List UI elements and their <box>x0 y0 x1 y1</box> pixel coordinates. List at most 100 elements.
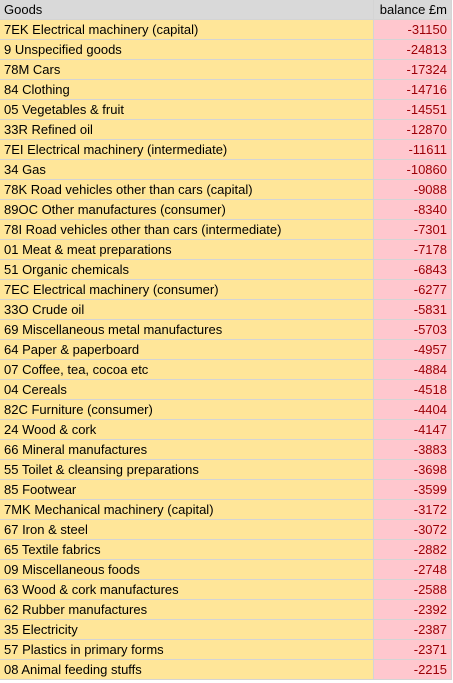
table-row: 55 Toilet & cleansing preparations -3698 <box>0 460 453 480</box>
goods-cell[interactable]: 01 Meat & meat preparations <box>0 240 374 260</box>
balance-cell[interactable]: -4884 <box>374 360 452 380</box>
goods-cell[interactable]: 33O Crude oil <box>0 300 374 320</box>
balance-cell[interactable]: -14551 <box>374 100 452 120</box>
goods-cell[interactable]: 08 Animal feeding stuffs <box>0 660 374 680</box>
balance-cell[interactable]: -12870 <box>374 120 452 140</box>
goods-cell[interactable]: 55 Toilet & cleansing preparations <box>0 460 374 480</box>
balance-cell[interactable]: -10860 <box>374 160 452 180</box>
goods-cell[interactable]: 57 Plastics in primary forms <box>0 640 374 660</box>
table-row: 07 Coffee, tea, cocoa etc -4884 <box>0 360 453 380</box>
table-row: 05 Vegetables & fruit -14551 <box>0 100 453 120</box>
balance-cell[interactable]: -11611 <box>374 140 452 160</box>
table-row: 78I Road vehicles other than cars (inter… <box>0 220 453 240</box>
goods-cell[interactable]: 84 Clothing <box>0 80 374 100</box>
table-row: 64 Paper & paperboard -4957 <box>0 340 453 360</box>
table-row: 62 Rubber manufactures -2392 <box>0 600 453 620</box>
header-cell-balance[interactable]: balance £m <box>374 0 452 20</box>
table-row: 65 Textile fabrics -2882 <box>0 540 453 560</box>
balance-cell[interactable]: -2371 <box>374 640 452 660</box>
balance-cell[interactable]: -3172 <box>374 500 452 520</box>
table-row: 33O Crude oil -5831 <box>0 300 453 320</box>
goods-cell[interactable]: 09 Miscellaneous foods <box>0 560 374 580</box>
balance-cell[interactable]: -7178 <box>374 240 452 260</box>
table-row: 85 Footwear -3599 <box>0 480 453 500</box>
table-row: 67 Iron & steel -3072 <box>0 520 453 540</box>
goods-cell[interactable]: 78M Cars <box>0 60 374 80</box>
goods-cell[interactable]: 9 Unspecified goods <box>0 40 374 60</box>
balance-cell[interactable]: -4404 <box>374 400 452 420</box>
balance-cell[interactable]: -4147 <box>374 420 452 440</box>
balance-cell[interactable]: -17324 <box>374 60 452 80</box>
goods-cell[interactable]: 51 Organic chemicals <box>0 260 374 280</box>
table-row: 7EK Electrical machinery (capital) -31150 <box>0 20 453 40</box>
balance-cell[interactable]: -2387 <box>374 620 452 640</box>
balance-cell[interactable]: -4957 <box>374 340 452 360</box>
goods-cell[interactable]: 35 Electricity <box>0 620 374 640</box>
goods-cell[interactable]: 78K Road vehicles other than cars (capit… <box>0 180 374 200</box>
goods-cell[interactable]: 66 Mineral manufactures <box>0 440 374 460</box>
table-row: 82C Furniture (consumer) -4404 <box>0 400 453 420</box>
table-row: 7EC Electrical machinery (consumer) -6277 <box>0 280 453 300</box>
table-row: 57 Plastics in primary forms -2371 <box>0 640 453 660</box>
table-row: 63 Wood & cork manufactures -2588 <box>0 580 453 600</box>
goods-cell[interactable]: 24 Wood & cork <box>0 420 374 440</box>
balance-cell[interactable]: -7301 <box>374 220 452 240</box>
goods-cell[interactable]: 04 Cereals <box>0 380 374 400</box>
balance-cell[interactable]: -3883 <box>374 440 452 460</box>
goods-cell[interactable]: 7EK Electrical machinery (capital) <box>0 20 374 40</box>
balance-cell[interactable]: -3072 <box>374 520 452 540</box>
goods-cell[interactable]: 89OC Other manufactures (consumer) <box>0 200 374 220</box>
balance-cell[interactable]: -6277 <box>374 280 452 300</box>
balance-cell[interactable]: -2882 <box>374 540 452 560</box>
table-row: 04 Cereals -4518 <box>0 380 453 400</box>
table-row: 7MK Mechanical machinery (capital) -3172 <box>0 500 453 520</box>
balance-cell[interactable]: -4518 <box>374 380 452 400</box>
table-body: 7EK Electrical machinery (capital) -31150… <box>0 20 453 680</box>
balance-cell[interactable]: -9088 <box>374 180 452 200</box>
goods-cell[interactable]: 63 Wood & cork manufactures <box>0 580 374 600</box>
header-cell-goods[interactable]: Goods <box>0 0 374 20</box>
balance-cell[interactable]: -2588 <box>374 580 452 600</box>
balance-cell[interactable]: -3698 <box>374 460 452 480</box>
table-row: 78K Road vehicles other than cars (capit… <box>0 180 453 200</box>
balance-cell[interactable]: -6843 <box>374 260 452 280</box>
balance-cell[interactable]: -14716 <box>374 80 452 100</box>
goods-cell[interactable]: 7MK Mechanical machinery (capital) <box>0 500 374 520</box>
balance-cell[interactable]: -5831 <box>374 300 452 320</box>
goods-cell[interactable]: 82C Furniture (consumer) <box>0 400 374 420</box>
balance-cell[interactable]: -5703 <box>374 320 452 340</box>
table-row: 66 Mineral manufactures -3883 <box>0 440 453 460</box>
table-row: 51 Organic chemicals -6843 <box>0 260 453 280</box>
table-row: 89OC Other manufactures (consumer) -8340 <box>0 200 453 220</box>
table-row: 7EI Electrical machinery (intermediate) -… <box>0 140 453 160</box>
goods-cell[interactable]: 69 Miscellaneous metal manufactures <box>0 320 374 340</box>
header-row: Goods balance £m <box>0 0 453 20</box>
goods-cell[interactable]: 34 Gas <box>0 160 374 180</box>
goods-cell[interactable]: 05 Vegetables & fruit <box>0 100 374 120</box>
goods-cell[interactable]: 67 Iron & steel <box>0 520 374 540</box>
table-row: 84 Clothing -14716 <box>0 80 453 100</box>
table-row: 35 Electricity -2387 <box>0 620 453 640</box>
balance-cell[interactable]: -3599 <box>374 480 452 500</box>
balance-cell[interactable]: -2215 <box>374 660 452 680</box>
goods-cell[interactable]: 7EC Electrical machinery (consumer) <box>0 280 374 300</box>
balance-cell[interactable]: -2748 <box>374 560 452 580</box>
balance-cell[interactable]: -2392 <box>374 600 452 620</box>
goods-cell[interactable]: 7EI Electrical machinery (intermediate) <box>0 140 374 160</box>
goods-cell[interactable]: 33R Refined oil <box>0 120 374 140</box>
goods-cell[interactable]: 64 Paper & paperboard <box>0 340 374 360</box>
goods-cell[interactable]: 65 Textile fabrics <box>0 540 374 560</box>
goods-cell[interactable]: 85 Footwear <box>0 480 374 500</box>
table-row: 34 Gas -10860 <box>0 160 453 180</box>
balance-cell[interactable]: -24813 <box>374 40 452 60</box>
table-row: 24 Wood & cork -4147 <box>0 420 453 440</box>
table-row: 78M Cars -17324 <box>0 60 453 80</box>
goods-cell[interactable]: 78I Road vehicles other than cars (inter… <box>0 220 374 240</box>
balance-cell[interactable]: -8340 <box>374 200 452 220</box>
table-row: 9 Unspecified goods -24813 <box>0 40 453 60</box>
goods-cell[interactable]: 07 Coffee, tea, cocoa etc <box>0 360 374 380</box>
balance-cell[interactable]: -31150 <box>374 20 452 40</box>
goods-cell[interactable]: 62 Rubber manufactures <box>0 600 374 620</box>
table-row: 01 Meat & meat preparations -7178 <box>0 240 453 260</box>
